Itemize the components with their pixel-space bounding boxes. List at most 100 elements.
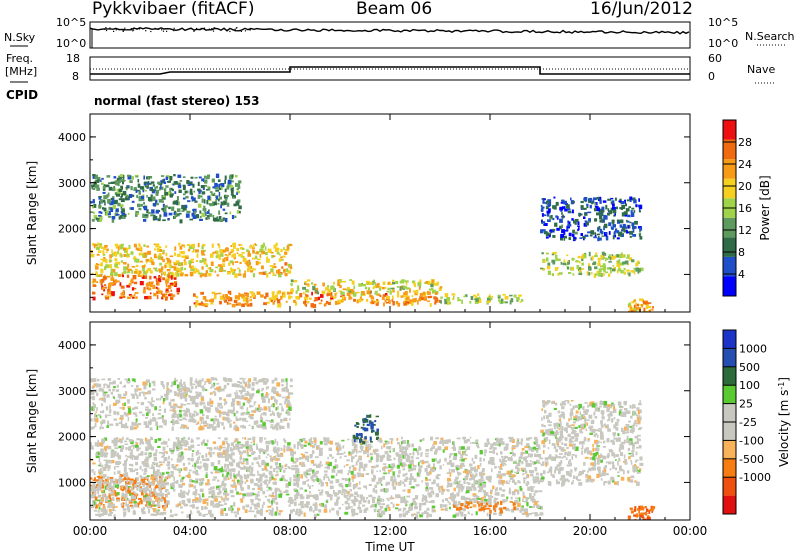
velocity-cell-1	[222, 487, 227, 491]
power-cell-6	[611, 268, 616, 272]
power-cell-4	[337, 279, 340, 284]
velocity-cell-1	[145, 447, 148, 452]
power-cell-7	[591, 200, 594, 205]
power-cell-0	[178, 242, 181, 246]
velocity-cell-1	[115, 437, 119, 439]
velocity-cell-1	[373, 450, 377, 455]
power-cell-4	[295, 290, 298, 294]
power-cell-4	[297, 287, 300, 291]
velocity-cell-1	[293, 444, 296, 449]
velocity-cell-1	[213, 466, 218, 471]
power-cell-2	[224, 188, 227, 193]
velocity-cell-1	[128, 446, 132, 451]
power-cell-0	[289, 266, 293, 270]
velocity-cell-1	[356, 460, 358, 463]
velocity-cell-1	[111, 452, 115, 458]
power-cell-3	[340, 295, 343, 298]
velocity-cell-2	[208, 380, 212, 385]
velocity-cell-1	[524, 460, 529, 463]
power-cell-0	[127, 263, 130, 268]
power-cell-3	[384, 299, 387, 303]
velocity-cell-1	[517, 491, 520, 495]
power-cell-2	[212, 217, 217, 222]
velocity-cell-1	[226, 447, 230, 449]
velocity-cell-1	[281, 475, 285, 480]
power-cell-2	[97, 219, 101, 222]
power-cell-8	[629, 307, 634, 312]
velocity-cell-1	[463, 478, 467, 480]
power-cell-4	[353, 285, 355, 290]
power-cell-7	[634, 220, 638, 225]
velocity-cell-1	[510, 456, 513, 460]
power-cell-2	[198, 176, 202, 179]
velocity-cell-1	[192, 506, 195, 509]
velocity-cell-1	[158, 499, 163, 502]
velocity-cell-0	[105, 478, 109, 483]
power-cell-3	[249, 298, 252, 301]
velocity-cell-1	[316, 478, 320, 483]
power-cell-2	[125, 186, 130, 189]
power-cell-2	[162, 195, 166, 198]
velocity-cell-1	[466, 438, 470, 442]
velocity-cell-1	[459, 472, 462, 475]
velocity-cell-1	[493, 512, 497, 515]
velocity-cell-1	[392, 486, 397, 490]
velocity-cell-1	[193, 485, 197, 489]
velocity-cell-1	[247, 468, 251, 472]
power-cell-4	[325, 287, 329, 291]
velocity-cell-0	[95, 504, 98, 509]
power-cell-3	[226, 301, 229, 305]
velocity-cell-1	[161, 452, 164, 455]
power-cell-2	[204, 184, 207, 187]
power-cell-0	[97, 242, 100, 246]
velocity-cell-1	[506, 470, 511, 475]
velocity-cell-1	[215, 468, 220, 474]
velocity-cell-2	[119, 381, 122, 385]
velocity-cell-1	[411, 456, 414, 459]
velocity-cell-1	[380, 510, 384, 514]
power-cell-2	[94, 174, 98, 179]
power-cell-7	[541, 229, 546, 232]
velocity-cell-1	[488, 460, 491, 465]
velocity-cell-1	[204, 443, 208, 446]
power-cell-2	[173, 215, 177, 219]
velocity-cell-1	[218, 471, 221, 474]
velocity-cell-1	[141, 511, 146, 515]
velocity-cell-1	[439, 503, 443, 508]
velocity-cell-1	[480, 500, 484, 504]
power-cell-0	[173, 266, 177, 271]
velocity-cell-1	[134, 468, 139, 471]
power-cell-1	[96, 281, 99, 283]
velocity-cell-1	[237, 481, 239, 485]
velocity-cell-1	[449, 495, 454, 500]
velocity-cell-1	[314, 442, 317, 445]
power-cell-0	[160, 273, 163, 276]
velocity-cell-1	[182, 436, 186, 440]
velocity-cell-1	[339, 482, 343, 488]
power-cell-2	[142, 190, 145, 193]
velocity-cell-1	[182, 482, 185, 486]
velocity-cell-1	[225, 457, 229, 462]
velocity-cell-1	[399, 448, 403, 453]
velocity-cell-1	[268, 512, 271, 515]
velocity-cell-1	[393, 457, 396, 461]
velocity-cell-1	[532, 479, 537, 484]
power-cell-0	[181, 262, 183, 266]
power-cell-2	[143, 175, 145, 180]
power-cell-7	[586, 203, 589, 206]
power-cell-1	[168, 294, 171, 297]
velocity-cell-2	[131, 394, 135, 399]
velocity-cell-1	[359, 464, 363, 469]
velocity-cell-1	[211, 462, 215, 466]
power-cell-0	[189, 266, 192, 269]
velocity-cell-1	[208, 496, 210, 498]
power-cell-2	[103, 184, 106, 187]
power-cell-4	[346, 289, 350, 292]
velocity-cell-2	[270, 395, 273, 400]
nsky-dot	[118, 28, 120, 30]
power-cell-2	[112, 204, 116, 210]
velocity-cell-1	[305, 471, 308, 476]
power-cell-7	[596, 197, 600, 200]
velocity-cell-1	[267, 505, 272, 508]
power-cell-7	[621, 205, 626, 209]
